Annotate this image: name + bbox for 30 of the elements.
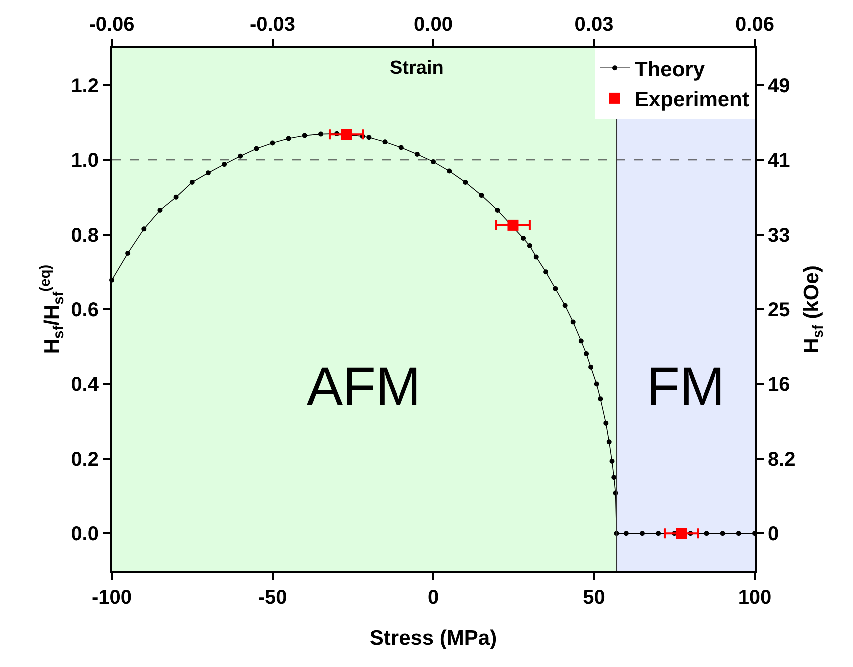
- y-tick-label: 0.0: [71, 524, 99, 546]
- y2-tick-label: 33: [768, 224, 790, 247]
- x2-tick-label: -0.06: [89, 14, 135, 36]
- y-tick-label: 1.0: [71, 150, 99, 172]
- legend-label: Theory: [635, 58, 706, 82]
- y2-tick-label: 16: [768, 374, 790, 396]
- y-tick-label: 0.4: [71, 374, 100, 396]
- x2-tick-label: 0.00: [414, 14, 453, 36]
- y-tick-label: 0.8: [71, 224, 99, 247]
- x2-tick-label: 0.03: [574, 14, 614, 36]
- x-tick-label: 50: [583, 587, 606, 609]
- x-tick-label: 0: [428, 587, 440, 609]
- x2-tick-label: -0.03: [250, 14, 296, 36]
- x-tick-label: -100: [92, 587, 132, 609]
- x-axis-title: Stress (MPa): [370, 627, 498, 650]
- y2-tick-label: 49: [768, 75, 790, 98]
- y2-tick-label: 41: [768, 150, 790, 172]
- y-tick-label: 0.2: [71, 448, 99, 471]
- band-label: FM: [647, 357, 725, 417]
- y-tick-label: 1.2: [71, 75, 99, 98]
- x2-axis-title: Strain: [390, 58, 444, 79]
- x2-tick-label: 0.06: [736, 14, 774, 36]
- y-tick-label: 0.6: [71, 300, 99, 322]
- y2-tick-label: 8.2: [768, 448, 796, 471]
- y2-tick-label: 0: [768, 524, 780, 546]
- x-tick-label: -50: [258, 587, 288, 609]
- y2-tick-label: 25: [768, 300, 790, 322]
- band-label: AFM: [307, 357, 421, 417]
- legend-label: Experiment: [635, 88, 750, 112]
- x-tick-label: 100: [738, 587, 772, 609]
